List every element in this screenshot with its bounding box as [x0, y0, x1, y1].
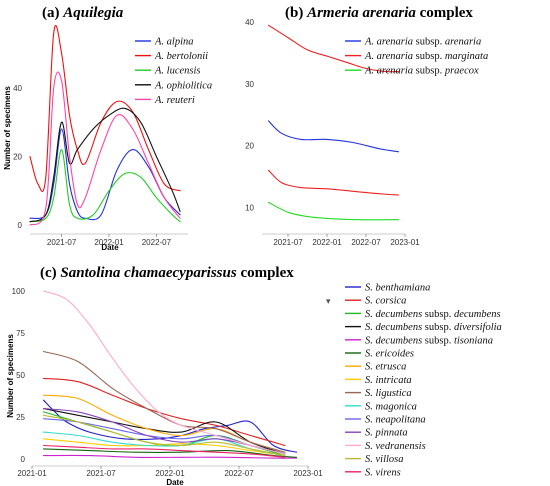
panel-c-series-line — [42, 377, 286, 447]
panel-c-series-line — [42, 414, 286, 457]
panel-c-legend-label: S. villosa — [365, 454, 404, 465]
panel-c-series-line — [42, 399, 298, 453]
panel-a-legend-label: A. reuteri — [154, 95, 195, 106]
panel-c-title-main: Santolina chamaecyparissus — [60, 265, 236, 281]
panel-c-series-line — [42, 394, 286, 453]
panel-b-series-line — [267, 201, 400, 221]
panel-b-ytick-label: 30 — [245, 80, 254, 89]
panel-b-title: (b) Armeria arenaria complex — [285, 5, 473, 21]
plot-layer: 2021-07 2022-01 2022-07 0 20 40 A. alpina A. be… — [12, 18, 502, 478]
panel-c-series-line — [42, 444, 286, 458]
panel-c-legend-label: S. decumbens subsp. tisoniana — [365, 335, 493, 346]
panel-b-xtick-label: 2021-07 — [273, 238, 303, 247]
panel-b-series-line — [267, 24, 400, 73]
panel-a-legend-label: A. ophiolitica — [154, 80, 212, 91]
panel-c-xtick-label: 2021-01 — [17, 469, 47, 478]
panel-c-xtick-label: 2022-01 — [155, 469, 185, 478]
panel-c-series-line — [42, 290, 286, 455]
panel-c-legend-label: S. decumbens subsp. decumbens — [365, 309, 501, 320]
panel-c-ylabel: Number of specimens — [6, 334, 15, 418]
panel-c-xtick-label: 2022-07 — [224, 469, 254, 478]
panel-c-legend-label: S. neapolitana — [365, 415, 426, 426]
panel-b-legend: A. arenaria subsp. arenaria A. arenaria s… — [345, 37, 488, 77]
panel-c-legend-label: S. virens — [365, 467, 401, 478]
panel-a-xlabel: Date — [101, 243, 119, 252]
panel-c-title: (c) Santolina chamaecyparissus complex — [40, 265, 294, 281]
panel-c-ytick-label: 25 — [16, 413, 25, 422]
panel-b-title-suffix: complex — [420, 5, 474, 21]
panel-a-plot: 2021-07 2022-01 2022-07 0 20 40 — [13, 24, 188, 247]
panel-a-ytick-label: 40 — [13, 84, 22, 93]
panel-a-series-line — [29, 149, 181, 223]
panel-c-legend-label: S. decumbens subsp. diversifolia — [365, 322, 502, 333]
panel-c-legend-label: S. ericoides — [365, 349, 414, 360]
panel-b-legend-label: A. arenaria subsp. praecox — [364, 66, 479, 77]
panel-c-xlabel: Date — [166, 478, 184, 486]
panel-a-xtick-label: 2022-07 — [142, 238, 172, 247]
panel-c-series-line — [42, 454, 298, 459]
panel-b-series-line — [267, 169, 400, 196]
panel-a-xtick-label: 2021-07 — [47, 238, 77, 247]
panel-b-plot: 2021-07 2022-01 2022-07 2023-01 10 20 30 40 — [245, 18, 420, 247]
panel-c-legend-label: S. magonica — [365, 401, 417, 412]
panel-b-legend-label: A. arenaria subsp. marginata — [364, 51, 488, 62]
panel-c-series-line — [42, 350, 286, 453]
panel-c-legend-label: S. pinnata — [365, 428, 408, 439]
panel-b-title-prefix: (b) — [285, 5, 303, 21]
panel-b-ytick-label: 20 — [245, 142, 254, 151]
panel-a-series-line — [29, 71, 181, 226]
panel-c-ytick-label: 100 — [12, 287, 26, 296]
panel-a-title-prefix: (a) — [42, 5, 60, 21]
panel-c-legend-label: S. intricata — [365, 375, 412, 386]
panel-a-title: (a) Aquilegia — [42, 5, 124, 21]
panel-b-xtick-label: 2023-01 — [390, 238, 420, 247]
panel-a-series-line — [29, 24, 181, 192]
panel-a-series-line — [29, 128, 181, 221]
panel-c-ytick-label: 50 — [16, 371, 25, 380]
panel-a-ylabel: Number of specimens — [3, 86, 12, 170]
panel-c-legend-label: S. etrusca — [365, 362, 406, 373]
panel-c-legend: S. benthamiana S. corsica S. decumbens sub… — [345, 283, 502, 478]
panel-c-ytick-label: 0 — [21, 455, 26, 464]
panel-a-legend-label: A. bertolonii — [154, 51, 208, 62]
panel-a-legend-label: A. lucensis — [154, 66, 201, 77]
panel-c-ytick-label: 75 — [16, 329, 25, 338]
panel-c-xtick-label: 2021-07 — [86, 469, 116, 478]
panel-a-series-line — [29, 107, 181, 223]
panel-c-legend-label: S. corsica — [365, 296, 406, 307]
panel-a-ytick-label: 0 — [18, 221, 23, 230]
panel-b-ytick-label: 10 — [245, 203, 254, 212]
panel-c-xtick-label: 2023-01 — [293, 469, 323, 478]
panel-a-title-main: Aquilegia — [62, 5, 124, 21]
panel-b-ytick-label: 40 — [245, 18, 254, 27]
panel-c-legend-label: S. ligustica — [365, 388, 412, 399]
panel-c-legend-label: S. benthamiana — [365, 283, 430, 294]
panel-b-legend-label: A. arenaria subsp. arenaria — [364, 37, 481, 48]
panel-b-xtick-label: 2022-01 — [312, 238, 342, 247]
panel-a-ytick-label: 20 — [13, 152, 22, 161]
stray-mark: ▾ — [326, 296, 331, 306]
panel-b-series-line — [267, 120, 400, 153]
panel-a-legend: A. alpina A. bertolonii A. lucensis A. ophi… — [135, 37, 212, 106]
panel-a-xtick-label: 2022-01 — [94, 238, 124, 247]
panel-b-xtick-label: 2022-07 — [351, 238, 381, 247]
panel-c-plot: 2021-01 2021-07 2022-01 2022-07 2023-01 0 25 50… — [12, 287, 324, 478]
panel-c-legend-label: S. vedranensis — [365, 441, 426, 452]
panel-c-title-prefix: (c) — [40, 265, 57, 281]
panel-b-title-main: Armeria arenaria — [306, 5, 416, 21]
panel-c-title-suffix: complex — [240, 265, 294, 281]
panel-a-legend-label: A. alpina — [154, 37, 194, 48]
